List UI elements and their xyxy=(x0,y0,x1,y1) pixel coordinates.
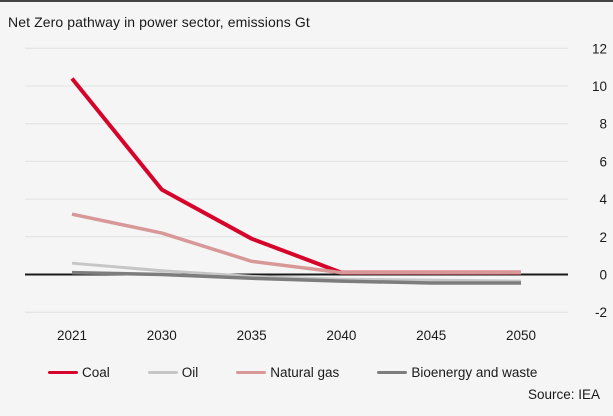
x-tick-label-2040: 2040 xyxy=(326,328,356,343)
chart-legend: Coal Oil Natural gas Bioenergy and waste xyxy=(48,365,537,380)
series-lines xyxy=(70,77,522,285)
legend-label-natural-gas: Natural gas xyxy=(270,365,340,380)
legend-item-coal: Coal xyxy=(48,365,110,380)
series-line-oil xyxy=(71,261,522,283)
legend-label-bioenergy: Bioenergy and waste xyxy=(411,365,538,380)
y-tick-label-10: 10 xyxy=(592,79,607,94)
legend-item-natural-gas: Natural gas xyxy=(236,365,339,380)
legend-swatch-natural-gas xyxy=(236,370,267,375)
x-tick-label-2030: 2030 xyxy=(147,328,177,343)
x-tick-label-2045: 2045 xyxy=(416,328,446,343)
chart-title: Net Zero pathway in power sector, emissi… xyxy=(8,14,310,30)
y-tick-label-12: 12 xyxy=(592,41,607,56)
y-tick-label-4: 4 xyxy=(599,192,607,207)
legend-swatch-bioenergy xyxy=(377,370,408,375)
legend-swatch-coal xyxy=(48,370,78,375)
y-tick-label-0: 0 xyxy=(599,268,607,283)
legend-label-coal: Coal xyxy=(82,365,110,380)
y-tick-label--2: -2 xyxy=(595,305,607,320)
source-note: Source: IEA xyxy=(527,387,600,402)
series-line-natural-gas xyxy=(71,212,521,275)
legend-item-bioenergy: Bioenergy and waste xyxy=(377,365,537,380)
y-tick-label-6: 6 xyxy=(599,154,607,169)
x-tick-label-2050: 2050 xyxy=(506,328,536,343)
series-line-coal xyxy=(70,77,521,275)
legend-item-oil: Oil xyxy=(147,365,199,380)
legend-swatch-oil xyxy=(147,370,178,375)
emissions-line-chart: 12 10 8 6 4 2 0 -2 2021 2030 2035 2040 2045 2050 xyxy=(25,41,608,343)
legend-label-oil: Oil xyxy=(181,365,199,380)
x-tick-label-2035: 2035 xyxy=(237,328,267,343)
x-tick-label-2021: 2021 xyxy=(57,328,87,343)
y-axis-labels: 12 10 8 6 4 2 0 -2 xyxy=(592,41,608,320)
x-axis-labels: 2021 2030 2035 2040 2045 2050 xyxy=(57,328,536,343)
y-tick-label-8: 8 xyxy=(599,117,607,132)
y-tick-label-2: 2 xyxy=(599,230,607,245)
series-line-bioenergy-and-waste xyxy=(71,270,521,285)
